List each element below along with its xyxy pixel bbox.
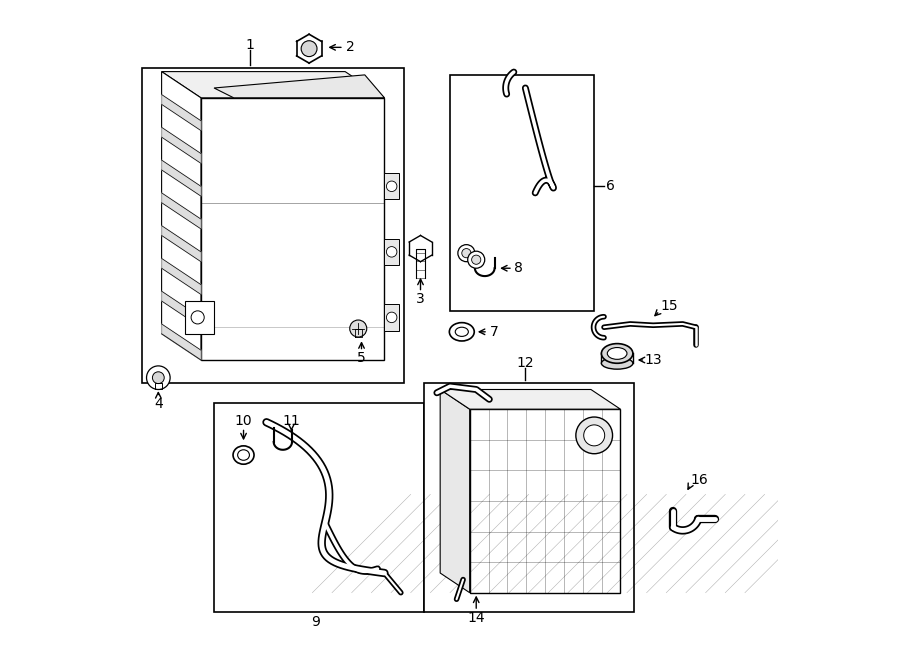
Ellipse shape: [233, 446, 254, 464]
Polygon shape: [201, 98, 384, 360]
Text: 11: 11: [283, 414, 301, 428]
Text: 2: 2: [346, 40, 355, 54]
Polygon shape: [162, 71, 384, 98]
Text: 5: 5: [357, 351, 366, 365]
Circle shape: [191, 311, 204, 324]
Polygon shape: [214, 75, 384, 98]
Bar: [424, 383, 634, 612]
Text: 10: 10: [235, 414, 252, 428]
Text: 3: 3: [416, 292, 425, 306]
Circle shape: [584, 425, 605, 446]
Circle shape: [152, 371, 164, 383]
Text: 7: 7: [491, 325, 499, 339]
Text: 12: 12: [517, 356, 535, 370]
Polygon shape: [162, 160, 201, 196]
Polygon shape: [440, 389, 620, 409]
Text: 4: 4: [154, 397, 163, 411]
Bar: [384, 173, 399, 200]
Polygon shape: [162, 258, 201, 294]
Circle shape: [147, 366, 170, 389]
Circle shape: [472, 255, 481, 264]
Circle shape: [386, 181, 397, 192]
Circle shape: [458, 245, 475, 262]
Polygon shape: [162, 292, 201, 327]
Polygon shape: [184, 301, 214, 334]
Bar: [142, 68, 404, 383]
Bar: [214, 403, 424, 612]
Text: 15: 15: [661, 299, 679, 313]
Bar: [450, 75, 594, 311]
Text: 13: 13: [644, 353, 662, 367]
Bar: [384, 239, 399, 265]
Polygon shape: [162, 225, 201, 262]
Polygon shape: [162, 324, 201, 360]
Text: 9: 9: [311, 615, 320, 629]
Circle shape: [350, 320, 367, 337]
Text: 16: 16: [690, 473, 708, 487]
Bar: [384, 304, 399, 330]
Polygon shape: [162, 71, 201, 360]
Circle shape: [386, 247, 397, 257]
Polygon shape: [162, 193, 201, 229]
Text: 8: 8: [515, 261, 523, 275]
Ellipse shape: [449, 323, 474, 341]
Polygon shape: [162, 95, 201, 131]
Ellipse shape: [601, 344, 633, 364]
Ellipse shape: [601, 358, 633, 369]
Polygon shape: [162, 128, 201, 163]
Text: 14: 14: [467, 611, 485, 625]
Ellipse shape: [238, 449, 249, 460]
Polygon shape: [470, 409, 620, 593]
Polygon shape: [440, 389, 470, 593]
Text: 1: 1: [246, 38, 255, 52]
Circle shape: [386, 312, 397, 323]
Circle shape: [462, 249, 471, 258]
Ellipse shape: [455, 327, 468, 336]
Ellipse shape: [608, 348, 627, 360]
Circle shape: [302, 41, 317, 57]
Circle shape: [468, 251, 485, 268]
Circle shape: [576, 417, 613, 453]
Text: 6: 6: [606, 179, 615, 193]
